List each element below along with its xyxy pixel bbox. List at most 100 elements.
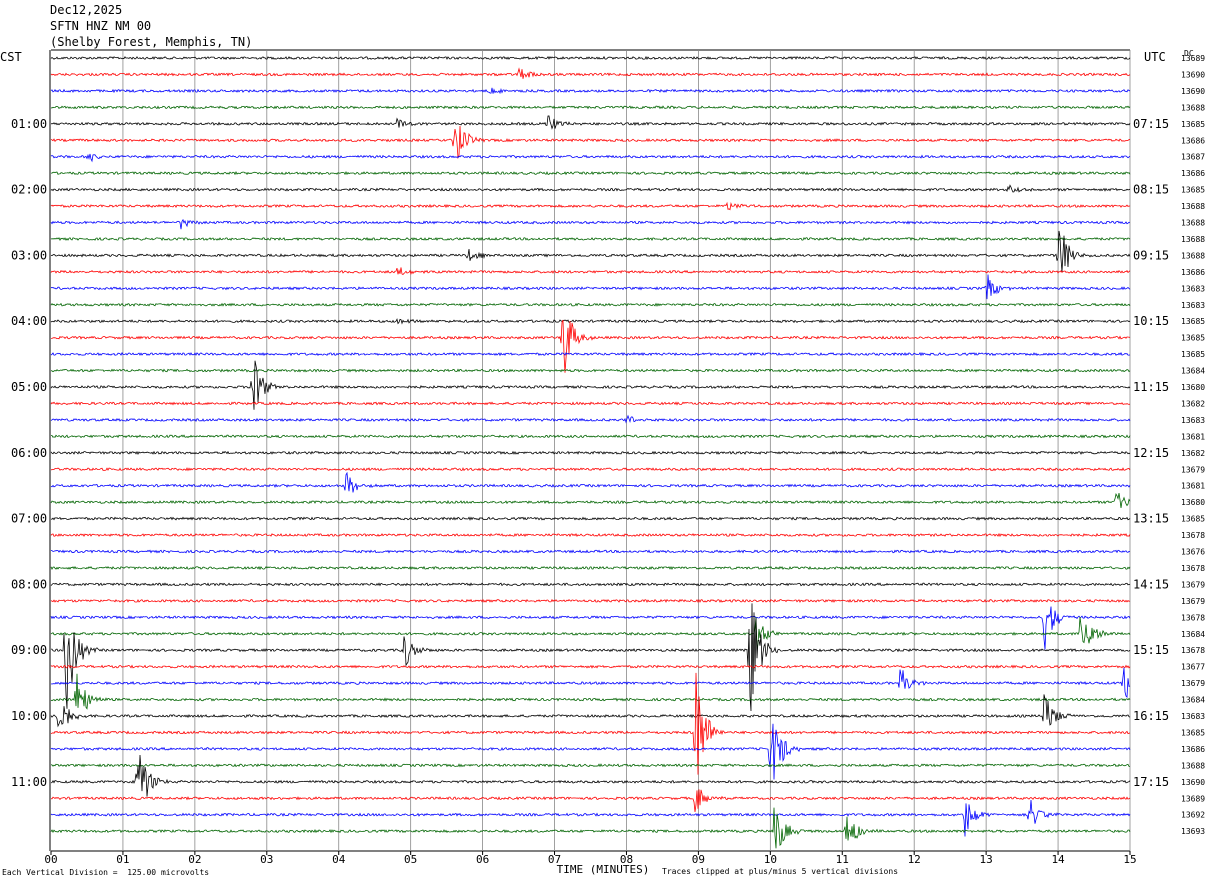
dc-offset-label: 13684 (1181, 630, 1205, 639)
trace-row-28 (50, 516, 1131, 521)
x-tick-label-13: 13 (980, 853, 993, 866)
trace-row-25 (50, 467, 1131, 472)
trace-row-45 (50, 789, 1131, 813)
trace-row-29 (50, 532, 1131, 538)
trace-row-17 (50, 319, 1131, 373)
x-tick-label-06: 06 (476, 853, 489, 866)
dc-label: DC (1184, 49, 1194, 58)
trace-row-26 (50, 471, 1131, 493)
date-label: Dec12,2025 (50, 3, 123, 17)
trace-row-43 (50, 763, 1130, 768)
station-label: SFTN HNZ NM 00 (50, 19, 152, 33)
trace-row-19 (50, 368, 1131, 373)
dc-offset-label: 13685 (1181, 120, 1205, 129)
trace-row-46 (50, 799, 1131, 837)
trace-row-32 (50, 582, 1131, 587)
axis-labels: 00 01 02 03 04 05 06 07 08 09 10 11 12 13 14 15 TIME (MI… (11, 54, 1205, 876)
trace-row-9 (50, 201, 1131, 211)
location-label: (Shelby Forest, Memphis, TN) (50, 35, 253, 49)
x-tick-label-12: 12 (908, 853, 921, 866)
dc-offset-label: 13685 (1181, 350, 1205, 359)
utc-hour-label: 08:15 (1133, 183, 1169, 197)
dc-offset-label: 13685 (1181, 317, 1205, 326)
dc-offset-label: 13679 (1181, 465, 1205, 474)
dc-offset-label: 13688 (1181, 103, 1205, 112)
dc-offset-label: 13680 (1181, 498, 1205, 507)
x-tick-label-05: 05 (404, 853, 417, 866)
dc-offset-label: 13682 (1181, 449, 1205, 458)
trace-row-47 (50, 807, 1131, 849)
dc-offset-label: 13678 (1181, 646, 1205, 655)
dc-offset-label: 13687 (1181, 153, 1205, 162)
dc-offset-label: 13686 (1181, 136, 1205, 145)
utc-hour-label: 14:15 (1133, 577, 1169, 591)
dc-offset-label: 13681 (1181, 482, 1205, 491)
utc-label: UTC (1144, 50, 1166, 64)
dc-offset-label: 13688 (1181, 219, 1205, 228)
trace-row-33 (50, 598, 1131, 603)
clip-note: Traces clipped at plus/minus 5 vertical … (662, 867, 899, 876)
dc-offset-label: 13676 (1181, 548, 1205, 557)
utc-hour-label: 10:15 (1133, 314, 1169, 328)
trace-row-15 (50, 302, 1131, 307)
utc-hour-label: 17:15 (1133, 775, 1169, 789)
x-tick-label-04: 04 (332, 853, 346, 866)
cst-hour-label: 07:00 (11, 512, 47, 526)
utc-hour-label: 07:15 (1133, 117, 1169, 131)
trace-row-14 (50, 274, 1131, 300)
cst-hour-label: 02:00 (11, 183, 47, 197)
dc-offset-label: 13686 (1181, 745, 1205, 754)
cst-label: CST (0, 50, 22, 64)
cst-hour-label: 03:00 (11, 248, 47, 262)
trace-row-39 (50, 673, 1131, 710)
trace-row-42 (50, 723, 1131, 780)
dc-offset-label: 13685 (1181, 515, 1205, 524)
trace-row-30 (50, 549, 1131, 554)
trace-row-8 (50, 184, 1131, 193)
x-tick-label-10: 10 (764, 853, 777, 866)
dc-offset-label: 13679 (1181, 580, 1205, 589)
dc-offset-label: 13688 (1181, 251, 1205, 260)
dc-offset-label: 13686 (1181, 268, 1205, 277)
trace-row-2 (50, 87, 1131, 95)
trace-row-3 (50, 105, 1131, 110)
trace-row-11 (50, 236, 1131, 242)
dc-offset-label: 13690 (1181, 87, 1205, 96)
seismic-traces (50, 55, 1131, 849)
dc-offset-label: 13688 (1181, 235, 1205, 244)
utc-hour-label: 12:15 (1133, 446, 1169, 460)
dc-offset-label: 13678 (1181, 564, 1205, 573)
dc-offset-label: 13680 (1181, 383, 1205, 392)
utc-hour-label: 09:15 (1133, 248, 1169, 262)
dc-offset-label: 13685 (1181, 334, 1205, 343)
trace-row-7 (51, 170, 1131, 176)
dc-offset-label: 13692 (1181, 811, 1205, 820)
dc-offset-label: 13683 (1181, 284, 1205, 293)
dc-offset-label: 13686 (1181, 169, 1205, 178)
cst-hour-label: 10:00 (11, 709, 47, 723)
dc-offset-label: 13677 (1181, 663, 1205, 672)
dc-offset-label: 13693 (1181, 827, 1205, 836)
utc-hour-label: 16:15 (1133, 709, 1169, 723)
x-axis-title: TIME (MINUTES) (557, 863, 650, 876)
trace-row-0 (50, 55, 1131, 61)
trace-row-22 (50, 414, 1131, 424)
cst-hour-label: 09:00 (11, 643, 47, 657)
cst-hour-label: 11:00 (11, 775, 47, 789)
dc-offset-label: 13678 (1181, 531, 1205, 540)
dc-offset-label: 13683 (1181, 416, 1205, 425)
dc-offset-label: 13684 (1181, 696, 1205, 705)
x-tick-label-02: 02 (188, 853, 201, 866)
scale-note: Each Vertical Division = 125.00 microvol… (2, 868, 210, 877)
trace-row-27 (50, 493, 1131, 508)
x-tick-label-09: 09 (692, 853, 705, 866)
trace-row-41 (50, 672, 1131, 775)
trace-row-31 (50, 565, 1131, 571)
trace-row-12 (50, 230, 1131, 272)
x-tick-label-07: 07 (548, 853, 561, 866)
trace-row-24 (50, 450, 1131, 455)
trace-row-37 (50, 664, 1131, 669)
trace-row-5 (50, 125, 1131, 160)
trace-row-6 (50, 153, 1131, 163)
